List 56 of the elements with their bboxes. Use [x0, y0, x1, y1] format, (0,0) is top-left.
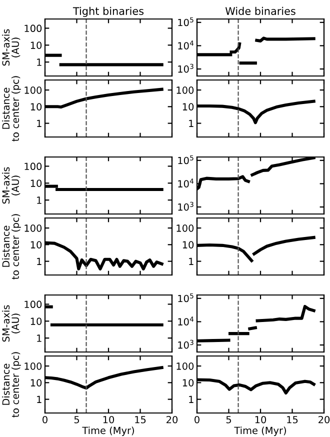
y-tick-label: 1	[37, 334, 42, 342]
y-tick-label: 100	[176, 86, 194, 94]
y-tick-label: 1	[37, 396, 42, 403]
y-tick-label: 100	[24, 300, 42, 308]
y-tick-label: 1	[189, 396, 194, 403]
y-tick-label: 10	[30, 241, 42, 248]
y-tick-label: 10$^{5}$	[178, 293, 194, 302]
x-axis-title: Time (Myr)	[82, 426, 134, 436]
y-tick-label: 1	[189, 258, 194, 265]
y-tick-label: 100	[24, 24, 42, 32]
y-tick-label: 10$^{3}$	[178, 340, 194, 349]
y-tick-label: 1	[37, 258, 42, 265]
y-axis-title: Distance to center (pc)	[2, 214, 21, 280]
y-tick-label: 10$^{3}$	[178, 202, 194, 211]
y-tick-label: 100	[24, 362, 42, 370]
x-tick-label: 5	[74, 416, 79, 424]
y-tick-label: 10	[30, 318, 42, 325]
y-axis-title: SM-axis (AU)	[2, 167, 20, 204]
y-tick-label: 100	[24, 162, 42, 170]
y-axis-title: Distance to center (pc)	[2, 76, 21, 142]
y-tick-label: 10$^{4}$	[178, 178, 194, 188]
y-tick-label: 1	[37, 120, 42, 127]
y-tick-label: 10	[30, 379, 42, 386]
x-tick-label: 10	[255, 416, 266, 424]
x-tick-label: 5	[226, 416, 231, 424]
x-tick-label: 20	[166, 416, 178, 424]
y-tick-label: 100	[24, 224, 42, 232]
y-tick-label: 10	[30, 103, 42, 110]
x-tick-label: 20	[318, 416, 330, 424]
x-tick-label: 10	[103, 416, 114, 424]
chart-title: Wide binaries	[225, 6, 296, 15]
x-tick-label: 15	[287, 416, 298, 424]
x-tick-label: 0	[194, 416, 200, 424]
y-tick-label: 10$^{5}$	[178, 155, 194, 164]
y-tick-label: 10$^{4}$	[178, 316, 194, 326]
y-tick-label: 10	[182, 241, 194, 248]
x-tick-label: 0	[42, 416, 48, 424]
y-tick-label: 10	[182, 379, 194, 386]
y-tick-label: 100	[176, 224, 194, 232]
y-tick-label: 10	[30, 42, 42, 49]
y-tick-label: 100	[176, 362, 194, 370]
y-tick-label: 10$^{4}$	[178, 40, 194, 50]
y-tick-label: 10$^{3}$	[178, 64, 194, 73]
x-tick-label: 15	[135, 416, 146, 424]
x-axis-title: Time (Myr)	[234, 426, 286, 436]
y-axis-title: SM-axis (AU)	[2, 305, 20, 342]
y-tick-label: 10	[30, 180, 42, 187]
y-tick-label: 10	[182, 103, 194, 110]
y-axis-title: Distance to center (pc)	[2, 352, 21, 418]
y-tick-label: 1	[37, 58, 42, 66]
y-axis-title: SM-axis (AU)	[2, 29, 20, 66]
y-tick-label: 100	[24, 86, 42, 94]
y-tick-label: 10$^{5}$	[178, 17, 194, 26]
y-tick-label: 1	[37, 196, 42, 204]
chart-title: Tight binaries	[72, 6, 144, 17]
y-tick-label: 1	[189, 120, 194, 127]
